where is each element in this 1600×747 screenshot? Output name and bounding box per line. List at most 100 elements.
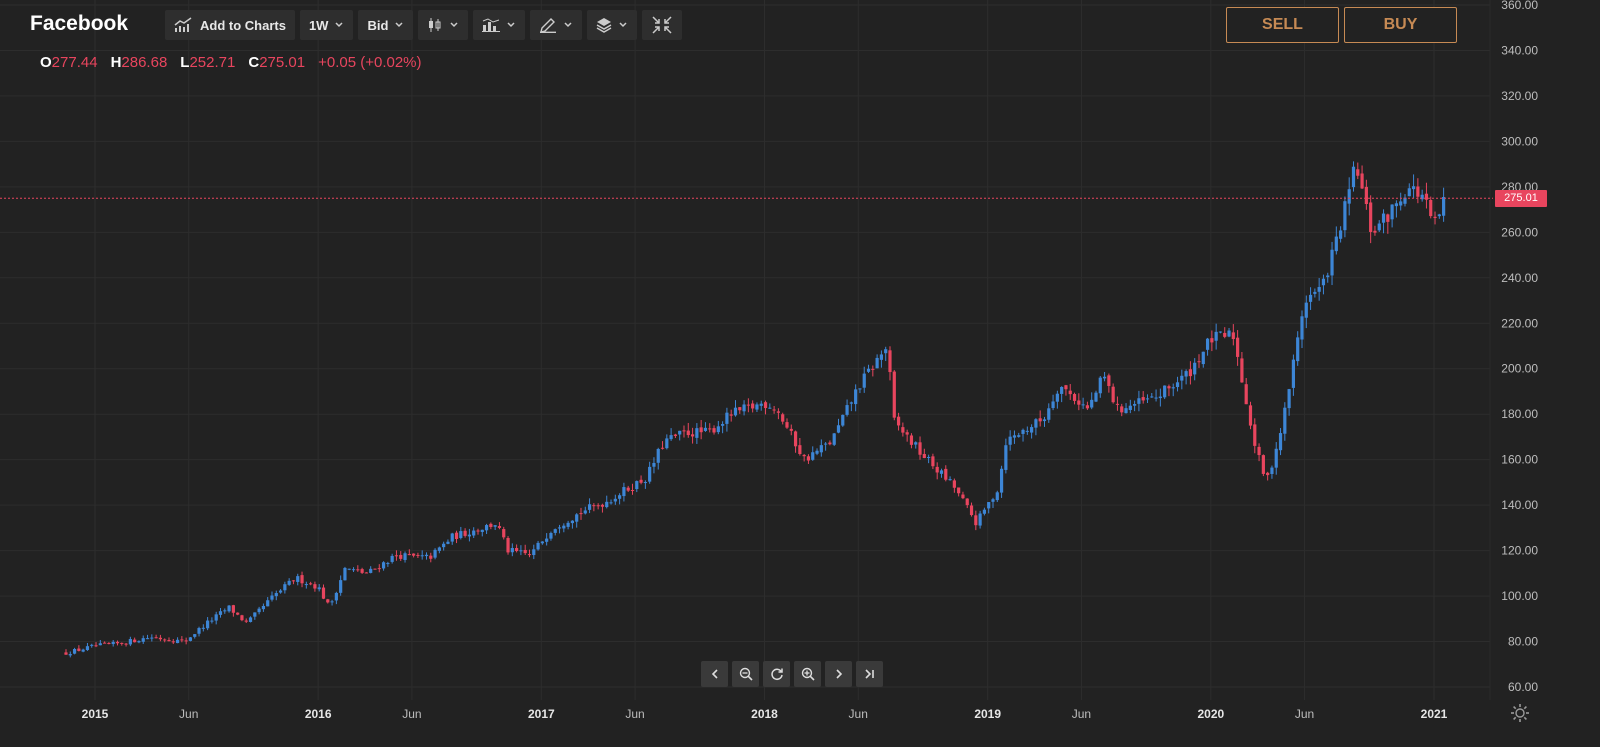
chart-type-button[interactable]	[418, 10, 469, 40]
candle-down	[931, 453, 935, 470]
candle-up	[1321, 274, 1326, 295]
candle-up	[484, 523, 489, 534]
candle-body	[381, 562, 386, 569]
candle-body	[725, 412, 729, 424]
timeframe-select[interactable]: 1W	[299, 10, 354, 40]
zoom-in-button[interactable]	[794, 661, 821, 687]
candle-down	[1433, 211, 1437, 225]
candle-up	[557, 524, 562, 534]
indicators-button[interactable]	[473, 10, 526, 40]
candle-body	[171, 641, 175, 643]
reset-button[interactable]	[763, 661, 790, 687]
candle-up	[875, 354, 879, 369]
candle-down	[686, 422, 690, 438]
candle-down	[1253, 418, 1257, 454]
candle-body	[682, 430, 686, 432]
scroll-left-button[interactable]	[701, 661, 728, 687]
candle-body	[1308, 294, 1313, 302]
chevron-left-icon	[711, 669, 718, 679]
candle-body	[278, 590, 283, 593]
candle-body	[218, 611, 223, 615]
candle-body	[806, 456, 811, 461]
candle-up	[210, 617, 214, 624]
candle-down	[64, 649, 68, 655]
y-tick-label: 180.00	[1501, 407, 1538, 421]
candle-up	[1180, 369, 1184, 390]
drawing-tools-button[interactable]	[530, 10, 583, 40]
candle-up	[755, 402, 759, 413]
settings-icon[interactable]	[1510, 703, 1530, 723]
candle-up	[510, 543, 514, 557]
candle-down	[1261, 454, 1265, 477]
candle-body	[326, 599, 330, 603]
candle-body	[798, 445, 802, 455]
candle-down	[673, 433, 678, 438]
candle-down	[407, 549, 411, 556]
collapse-button[interactable]	[642, 10, 683, 40]
candle-body	[540, 541, 544, 544]
close-readout: C275.01	[248, 54, 306, 71]
candle-down	[399, 551, 403, 562]
candle-up	[1145, 394, 1150, 403]
candle-up	[1133, 400, 1137, 412]
candle-up	[1171, 383, 1175, 397]
scroll-right-button[interactable]	[825, 661, 852, 687]
refresh-icon	[770, 668, 783, 681]
candle-body	[412, 553, 416, 556]
candle-up	[1214, 323, 1218, 350]
x-tick-label: Jun	[179, 707, 198, 721]
candle-up	[648, 461, 652, 484]
candle-body	[390, 555, 394, 562]
candle-body	[1231, 332, 1235, 340]
candle-body	[1201, 351, 1205, 365]
candle-up	[721, 421, 725, 434]
candle-down	[600, 503, 605, 513]
sell-button[interactable]: SELL	[1226, 7, 1339, 43]
candle-body	[1223, 332, 1227, 337]
candle-body	[905, 432, 909, 435]
candle-up	[635, 480, 639, 493]
y-tick-label: 100.00	[1501, 589, 1538, 603]
candle-down	[394, 550, 399, 561]
candle-body	[437, 547, 441, 551]
candle-body	[515, 548, 519, 552]
candle-body	[364, 572, 369, 574]
candle-body	[480, 529, 484, 532]
candle-body	[81, 649, 85, 652]
candle-body	[746, 404, 750, 406]
candle-body	[175, 639, 180, 644]
candle-up	[995, 490, 999, 503]
price-type-select[interactable]: Bid	[358, 10, 414, 40]
layers-button[interactable]	[587, 10, 638, 40]
candle-body	[1300, 316, 1304, 340]
candle-up	[351, 567, 356, 573]
candle-up	[613, 494, 617, 505]
chevron-right-icon	[835, 669, 842, 679]
zoom-out-button[interactable]	[732, 661, 759, 687]
candle-down	[1188, 361, 1193, 385]
candle-body	[72, 648, 77, 654]
candle-down	[1248, 401, 1253, 430]
candle-up	[1377, 220, 1381, 233]
candle-body	[442, 543, 446, 548]
candle-down	[905, 429, 909, 442]
candle-body	[1004, 445, 1008, 470]
candle-body	[266, 600, 270, 607]
candle-up	[1154, 389, 1158, 402]
x-tick-label: Jun	[402, 707, 421, 721]
add-to-charts-button[interactable]: Add to Charts	[165, 10, 295, 40]
candle-down	[909, 433, 914, 449]
candle-body	[793, 431, 798, 447]
candle-up	[982, 507, 987, 516]
candle-down	[1369, 195, 1373, 244]
candle-down	[918, 436, 922, 460]
jump-to-latest-button[interactable]	[856, 661, 883, 687]
candle-body	[858, 388, 862, 390]
chevron-down-icon	[564, 22, 572, 28]
y-tick-label: 60.00	[1508, 680, 1538, 694]
candle-down	[751, 400, 755, 413]
candle-up	[283, 581, 287, 594]
candle-up	[403, 551, 407, 563]
buy-button[interactable]: BUY	[1344, 7, 1457, 43]
